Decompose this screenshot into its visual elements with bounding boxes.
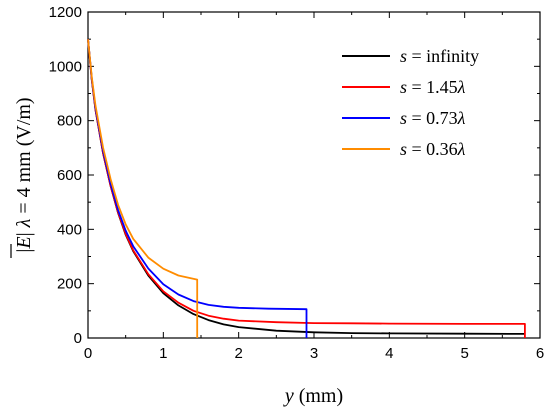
tick-marks bbox=[87, 11, 541, 339]
x-tick-label: 6 bbox=[536, 345, 544, 362]
x-tick-label: 5 bbox=[460, 345, 468, 362]
y-tick-label: 200 bbox=[57, 276, 82, 293]
legend-label: s = 1.45λ bbox=[400, 77, 466, 97]
x-tick-label: 1 bbox=[159, 345, 167, 362]
x-tick-label: 0 bbox=[84, 345, 92, 362]
legend-label: s = 0.73λ bbox=[400, 108, 466, 128]
legend-label: s = 0.36λ bbox=[400, 139, 466, 159]
x-tick-label: 3 bbox=[310, 345, 318, 362]
y-tick-labels: 0 200 400 600 800 1000 1200 bbox=[49, 4, 82, 347]
x-tick-labels: 0 1 2 3 4 5 6 bbox=[84, 345, 544, 362]
x-tick-label: 2 bbox=[234, 345, 242, 362]
legend: s = infinity s = 1.45λ s = 0.73λ s = 0.36λ bbox=[342, 46, 479, 159]
y-tick-label: 800 bbox=[57, 113, 82, 130]
series-lines bbox=[87, 39, 526, 338]
y-tick-label: 1000 bbox=[49, 58, 82, 75]
y-tick-label: 600 bbox=[57, 167, 82, 184]
y-tick-label: 1200 bbox=[49, 4, 82, 21]
y-axis-title: |E| λ = 4 mm (V/m) bbox=[13, 97, 35, 252]
x-axis-title: y (mm) bbox=[283, 385, 343, 407]
legend-label: s = infinity bbox=[400, 46, 479, 66]
y-tick-label: 0 bbox=[74, 330, 82, 347]
y-tick-label: 400 bbox=[57, 221, 82, 238]
x-tick-label: 4 bbox=[385, 345, 393, 362]
series-line-4 bbox=[87, 39, 199, 338]
